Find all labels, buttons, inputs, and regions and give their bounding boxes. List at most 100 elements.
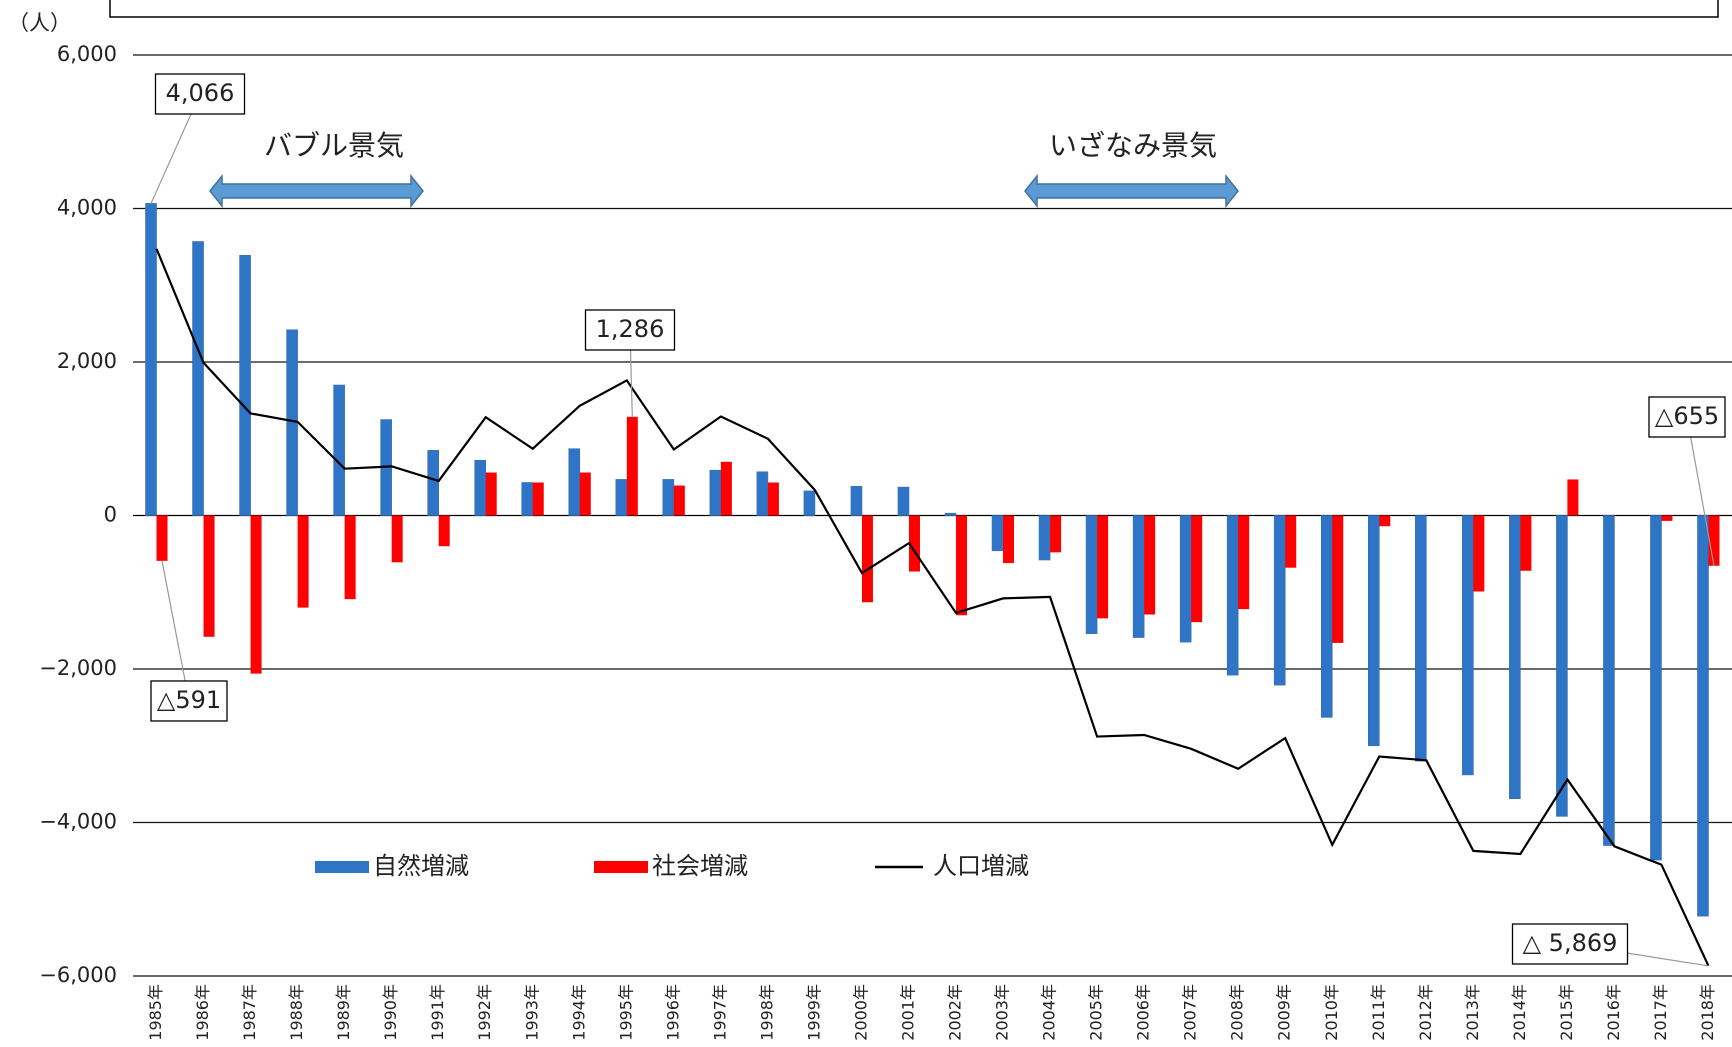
bar xyxy=(1273,515,1286,686)
bar xyxy=(1003,515,1015,564)
bar xyxy=(1462,515,1474,776)
bar xyxy=(662,479,675,516)
legend-swatch xyxy=(594,861,648,873)
bar xyxy=(1509,515,1521,800)
data-label: 4,066 xyxy=(166,79,235,107)
bar xyxy=(344,515,356,600)
bar xyxy=(626,416,638,516)
bar xyxy=(1556,515,1568,817)
x-tick-label: 1992年 xyxy=(475,984,494,1041)
bar xyxy=(1144,515,1156,615)
x-tick-label: 1998年 xyxy=(757,984,776,1041)
x-tick-label: 2001年 xyxy=(898,984,917,1041)
x-tick-label: 1996年 xyxy=(663,984,682,1041)
bar xyxy=(850,486,863,516)
x-tick-label: 2007年 xyxy=(1181,984,1200,1041)
callout-box xyxy=(584,309,676,351)
bar xyxy=(1603,515,1615,846)
bar xyxy=(1132,515,1145,638)
period-arrow xyxy=(1024,173,1239,209)
x-tick-label: 2005年 xyxy=(1087,984,1106,1041)
bar xyxy=(1226,515,1239,676)
x-tick-label: 1994年 xyxy=(569,984,588,1041)
y-unit: （人） xyxy=(8,11,71,35)
legend-label: 自然増減 xyxy=(373,852,469,880)
annotation: バブル景気 xyxy=(264,129,404,162)
bar xyxy=(521,482,534,516)
x-tick-label: 2004年 xyxy=(1040,984,1059,1041)
bar xyxy=(1050,515,1062,553)
legend-label: 社会増減 xyxy=(652,852,748,880)
x-tick-label: 1995年 xyxy=(616,984,635,1041)
x-tick-label: 1988年 xyxy=(287,984,306,1041)
x-tick-label: 1987年 xyxy=(240,984,259,1041)
bar xyxy=(1379,515,1391,527)
bar xyxy=(673,485,685,516)
bar xyxy=(1238,515,1250,610)
x-tick-label: 1990年 xyxy=(381,984,400,1041)
x-tick-label: 2013年 xyxy=(1463,984,1482,1041)
legend-swatch xyxy=(315,861,369,873)
data-label: △655 xyxy=(1655,402,1719,430)
bar xyxy=(532,482,544,516)
x-tick-label: 1997年 xyxy=(710,984,729,1041)
bar xyxy=(192,241,204,516)
callout-box xyxy=(1511,923,1629,965)
bar xyxy=(438,515,450,547)
bar xyxy=(145,203,157,516)
x-tick-label: 2009年 xyxy=(1275,984,1294,1041)
bar xyxy=(474,459,487,516)
y-tick-label: 4,000 xyxy=(57,196,117,220)
y-tick-label: 0 xyxy=(104,503,117,527)
annotation: いざなみ景気 xyxy=(1049,129,1217,162)
bar xyxy=(391,515,403,563)
bar xyxy=(861,515,873,603)
bar xyxy=(615,479,628,516)
bar xyxy=(1708,515,1720,566)
callout-box xyxy=(150,680,228,722)
x-tick-label: 2010年 xyxy=(1322,984,1341,1041)
x-tick-label: 2012年 xyxy=(1416,984,1435,1041)
y-tick-label: 6,000 xyxy=(57,42,117,66)
x-tick-label: 1991年 xyxy=(428,984,447,1041)
bar xyxy=(709,469,722,516)
x-tick-label: 2006年 xyxy=(1134,984,1153,1041)
bar xyxy=(427,449,439,516)
bar xyxy=(908,515,920,572)
bar xyxy=(1179,515,1192,643)
callout-box xyxy=(154,73,246,115)
bar xyxy=(568,448,581,516)
x-tick-label: 2008年 xyxy=(1228,984,1247,1041)
bar xyxy=(203,515,215,637)
x-tick-label: 2002年 xyxy=(946,984,965,1041)
callout-leader xyxy=(1686,416,1715,566)
x-tick-label: 2011年 xyxy=(1369,984,1388,1041)
y-tick-label: −4,000 xyxy=(39,810,117,834)
bar xyxy=(1285,515,1297,568)
x-tick-label: 2018年 xyxy=(1698,984,1717,1041)
callout-box xyxy=(1648,396,1726,438)
legend-label: 人口増減 xyxy=(933,852,1029,880)
title-box xyxy=(109,0,1719,18)
x-tick-label: 1986年 xyxy=(193,984,212,1041)
bar xyxy=(991,515,1004,552)
y-tick-label: −2,000 xyxy=(39,656,117,680)
bar xyxy=(1038,515,1051,561)
bar xyxy=(756,471,769,516)
bar xyxy=(720,461,732,516)
bar xyxy=(239,255,251,516)
bar xyxy=(1191,515,1203,623)
bar xyxy=(944,512,957,516)
bar xyxy=(333,384,345,516)
x-tick-label: 1985年 xyxy=(146,984,165,1041)
bar xyxy=(1332,515,1344,643)
x-tick-label: 1989年 xyxy=(334,984,353,1041)
bar xyxy=(1320,515,1333,718)
x-tick-label: 2003年 xyxy=(993,984,1012,1041)
bar xyxy=(1567,479,1579,516)
bar xyxy=(1697,515,1709,917)
bar xyxy=(897,486,910,516)
bar xyxy=(1085,515,1098,634)
bar xyxy=(1097,515,1109,619)
bar xyxy=(1661,515,1673,521)
